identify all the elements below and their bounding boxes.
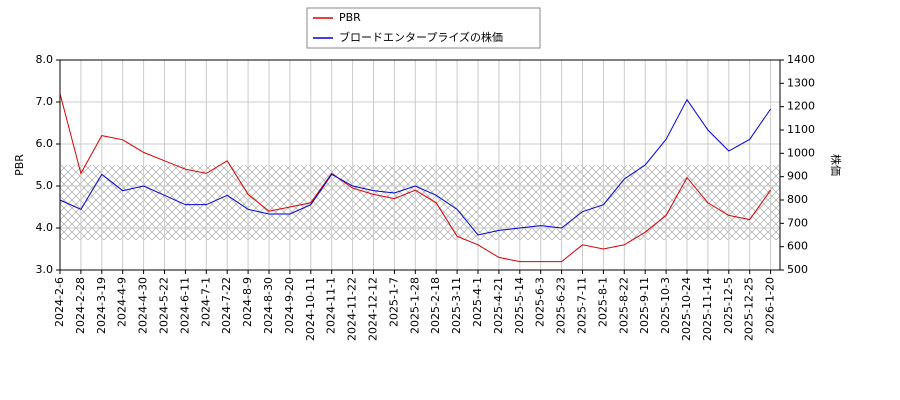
x-tick-label: 2024-7-1	[199, 277, 212, 327]
plot-frame	[59, 59, 781, 271]
y-tick-label: 7.0	[36, 95, 54, 108]
y-tick-label: 5.0	[36, 179, 54, 192]
series-line	[59, 93, 772, 263]
x-tick-label: 2025-12-5	[722, 277, 735, 334]
x-tick-label: 2025-1-7	[387, 277, 400, 327]
x-tick-label: 2025-7-11	[576, 277, 589, 334]
x-tick-label: 2025-10-3	[659, 277, 672, 334]
x-tick-label: 2024-4-30	[137, 277, 150, 334]
x-tick-label: 2025-10-24	[680, 277, 693, 341]
x-tick-label: 2025-8-22	[617, 277, 630, 334]
x-tick-label: 2025-1-28	[408, 277, 421, 334]
legend-label: PBR	[339, 11, 361, 24]
x-tick-label: 2024-2-28	[74, 277, 87, 334]
y-tick-label: 3.0	[36, 263, 54, 276]
y-tick-label: 8.0	[36, 53, 54, 66]
y-tick-label: 6.0	[36, 137, 54, 150]
series-line	[59, 98, 772, 236]
y2-tick-label: 1300	[787, 76, 815, 89]
x-tick-label: 2025-3-11	[450, 277, 463, 334]
x-tick-label: 2025-5-14	[513, 277, 526, 334]
x-tick-label: 2024-11-22	[346, 277, 359, 341]
x-tick-label: 2024-9-20	[283, 277, 296, 334]
x-tick-label: 2025-2-18	[429, 277, 442, 334]
x-tick-label: 2024-7-22	[220, 277, 233, 334]
y-axis-label: PBR	[13, 154, 26, 176]
y2-tick-label: 600	[787, 240, 808, 253]
x-tick-label: 2025-6-3	[534, 277, 547, 327]
y2-tick-label: 900	[787, 170, 808, 183]
x-tick-label: 2024-4-9	[116, 277, 129, 327]
y2-tick-label: 1200	[787, 100, 815, 113]
x-tick-label: 2024-3-19	[95, 277, 108, 334]
y-tick-label: 4.0	[36, 221, 54, 234]
x-tick-label: 2024-11-1	[325, 277, 338, 334]
hatched-band	[60, 165, 780, 240]
x-tick-label: 2025-4-21	[492, 277, 505, 334]
x-tick-label: 2024-5-22	[158, 277, 171, 334]
y2-tick-label: 1100	[787, 123, 815, 136]
x-tick-label: 2025-11-14	[701, 277, 714, 341]
x-tick-label: 2024-12-12	[367, 277, 380, 341]
x-tick-label: 2024-10-11	[304, 277, 317, 341]
x-tick-label: 2026-1-20	[764, 277, 777, 334]
x-tick-label: 2025-6-23	[555, 277, 568, 334]
legend	[306, 7, 541, 49]
legend-label: ブロードエンタープライズの株価	[339, 30, 503, 44]
x-tick-label: 2025-8-1	[596, 277, 609, 327]
x-tick-label: 2024-6-11	[178, 277, 191, 334]
x-tick-label: 2025-9-11	[638, 277, 651, 334]
x-tick-label: 2024-8-30	[262, 277, 275, 334]
y2-tick-label: 800	[787, 193, 808, 206]
x-tick-label: 2025-12-25	[743, 277, 756, 341]
y2-tick-label: 700	[787, 216, 808, 229]
x-tick-label: 2025-4-1	[471, 277, 484, 327]
x-tick-label: 2024-2-6	[53, 277, 66, 327]
y2-tick-label: 1000	[787, 146, 815, 159]
y2-tick-label: 1400	[787, 53, 815, 66]
y2-tick-label: 500	[787, 263, 808, 276]
x-tick-label: 2024-8-9	[241, 277, 254, 327]
y2-axis-label: 株価	[829, 154, 843, 176]
